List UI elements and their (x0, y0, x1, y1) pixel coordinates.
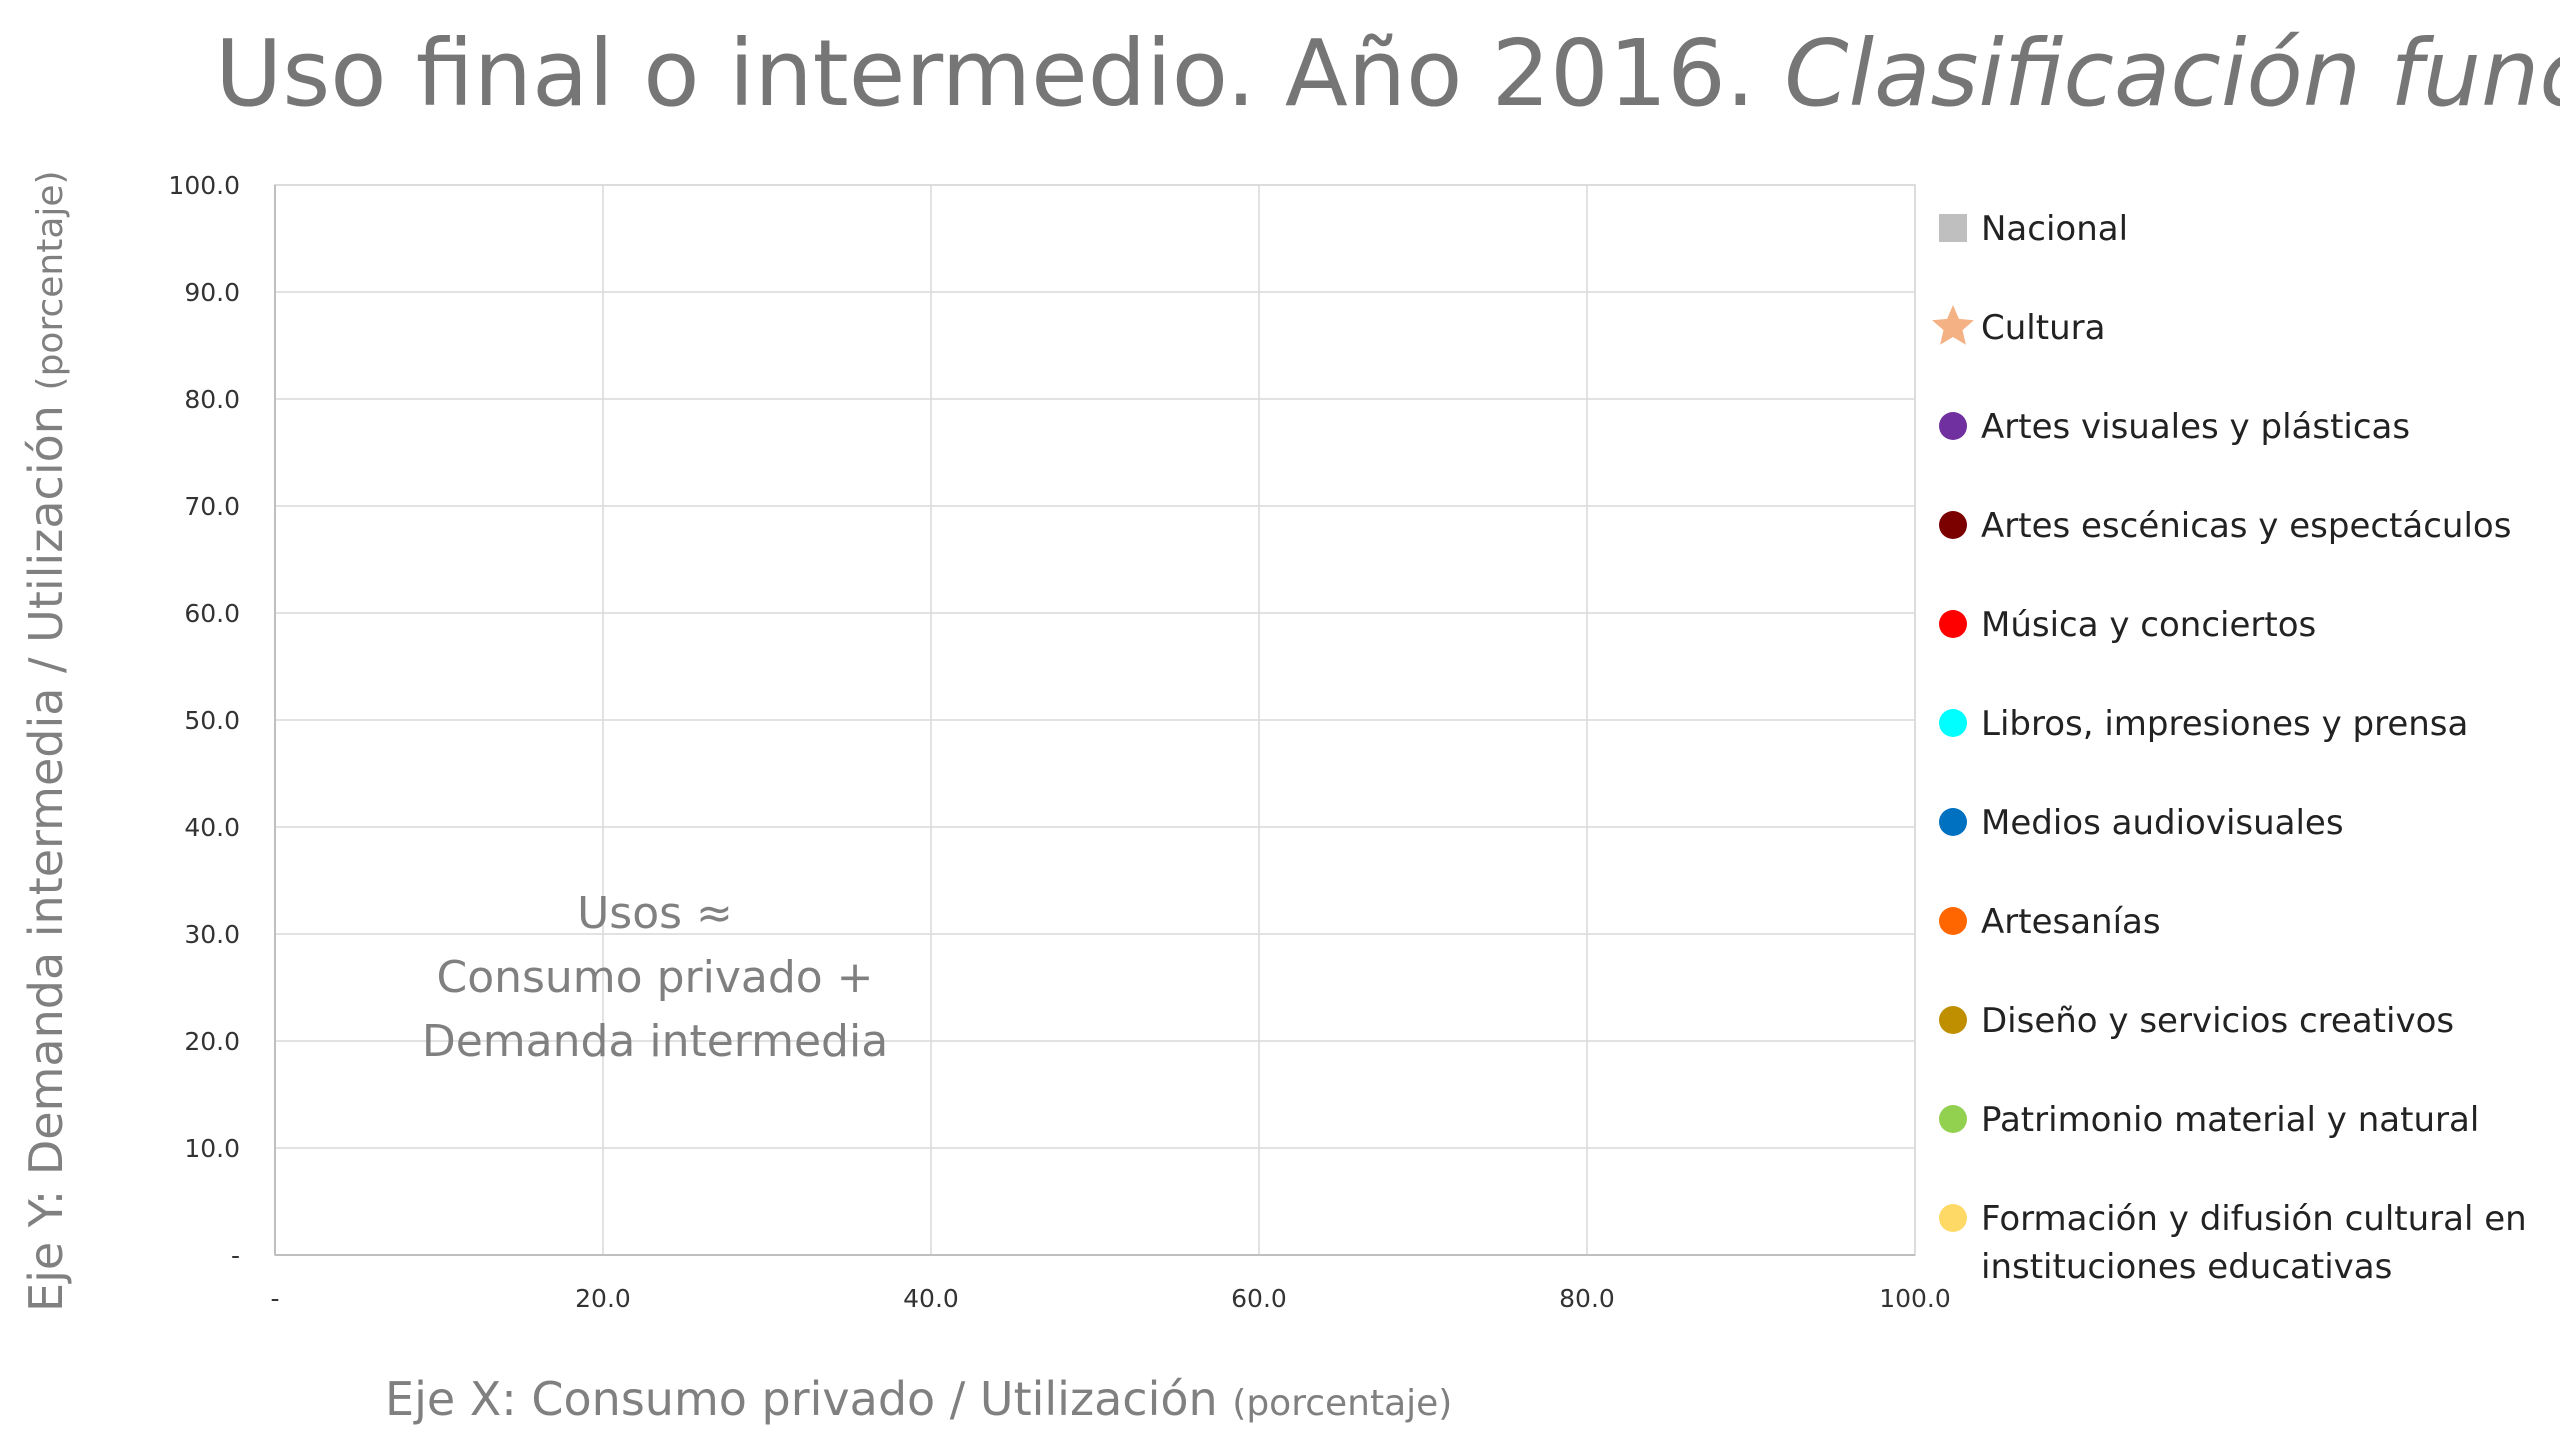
legend-item: Artes escénicas y espectáculos (1939, 506, 2511, 546)
x-tick-label: - (270, 1284, 279, 1313)
annotation-line: Demanda intermedia (422, 1016, 888, 1067)
legend-marker-circle (1939, 907, 1967, 935)
chart-subtitle: Clasificación funcional (1784, 20, 2560, 127)
x-tick-label: 20.0 (575, 1284, 631, 1313)
x-tick-label: 100.0 (1879, 1284, 1951, 1313)
y-tick-label: 80.0 (184, 385, 240, 414)
legend-marker-circle (1939, 1006, 1967, 1034)
y-tick-label: 60.0 (184, 599, 240, 628)
legend: Nacional Cultura Artes visuales y plástica… (1932, 209, 2527, 1287)
legend-label: Artesanías (1981, 902, 2161, 942)
annotation-line: Usos ≈ (577, 888, 733, 939)
legend-item: Diseño y servicios creativos (1939, 1001, 2454, 1041)
legend-marker-square (1939, 214, 1967, 242)
tick-labels: - 20.0 40.0 60.0 80.0 100.0 - 10.0 20.0 30.0 40.0 5… (168, 171, 1950, 1313)
legend-label: Medios audiovisuales (1981, 803, 2344, 843)
legend-item: Formación y difusión cultural en instituc… (1939, 1199, 2527, 1287)
y-tick-label: 30.0 (184, 920, 240, 949)
legend-item: Medios audiovisuales (1939, 803, 2344, 843)
legend-marker-circle (1939, 808, 1967, 836)
y-tick-label: 20.0 (184, 1027, 240, 1056)
legend-label: Cultura (1981, 308, 2105, 348)
y-tick-label: 10.0 (184, 1134, 240, 1163)
x-axis-unit: (porcentaje) (1232, 1383, 1452, 1424)
legend-label: Artes escénicas y espectáculos (1981, 506, 2511, 546)
legend-label: Formación y difusión cultural en (1981, 1199, 2527, 1239)
legend-marker-circle (1939, 412, 1967, 440)
y-tick-label: 90.0 (184, 278, 240, 307)
legend-marker-circle (1939, 709, 1967, 737)
legend-marker-star (1932, 305, 1974, 345)
y-tick-label: 70.0 (184, 492, 240, 521)
axes (274, 185, 1915, 1256)
legend-label: Diseño y servicios creativos (1981, 1001, 2454, 1041)
y-axis-title-group: Eje Y: Demanda intermedia / Utilización … (19, 170, 73, 1312)
legend-marker-circle (1939, 1204, 1967, 1232)
x-tick-label: 40.0 (903, 1284, 959, 1313)
annotation-line: Consumo privado + (436, 952, 873, 1003)
chart-annotation: Usos ≈ Consumo privado + Demanda intermedi… (422, 888, 888, 1067)
legend-item: Música y conciertos (1939, 605, 2316, 645)
y-tick-label: 40.0 (184, 813, 240, 842)
legend-marker-circle (1939, 610, 1967, 638)
legend-marker-circle (1939, 511, 1967, 539)
y-tick-label: 50.0 (184, 706, 240, 735)
y-tick-label: - (231, 1241, 240, 1270)
plot-area: - 20.0 40.0 60.0 80.0 100.0 - 10.0 20.0 30.0 40.0 5… (168, 171, 1950, 1313)
x-axis-title-group: Eje X: Consumo privado / Utilización (po… (385, 1372, 1452, 1426)
legend-marker-circle (1939, 1105, 1967, 1133)
legend-label: Artes visuales y plásticas (1981, 407, 2410, 447)
legend-item: Artesanías (1939, 902, 2161, 942)
y-tick-label: 100.0 (168, 171, 240, 200)
legend-item: Cultura (1932, 305, 2105, 348)
legend-item: Patrimonio material y natural (1939, 1100, 2479, 1140)
legend-item: Artes visuales y plásticas (1939, 407, 2410, 447)
chart-title: Uso final o intermedio. Año 2016. (215, 20, 1755, 127)
legend-label: Música y conciertos (1981, 605, 2316, 645)
legend-item: Libros, impresiones y prensa (1939, 704, 2468, 744)
legend-label: Patrimonio material y natural (1981, 1100, 2479, 1140)
legend-label: Nacional (1981, 209, 2128, 249)
legend-label: Libros, impresiones y prensa (1981, 704, 2468, 744)
x-tick-label: 60.0 (1231, 1284, 1287, 1313)
chart-title-group: Uso final o intermedio. Año 2016. Clasif… (215, 20, 2560, 127)
y-axis-title: Eje Y: Demanda intermedia / Utilización (19, 405, 73, 1312)
y-axis-unit: (porcentaje) (30, 170, 71, 390)
x-axis-title: Eje X: Consumo privado / Utilización (385, 1372, 1218, 1426)
grid-lines (275, 185, 1915, 1255)
legend-label: instituciones educativas (1981, 1247, 2392, 1287)
legend-item: Nacional (1939, 209, 2128, 249)
x-tick-label: 80.0 (1559, 1284, 1615, 1313)
